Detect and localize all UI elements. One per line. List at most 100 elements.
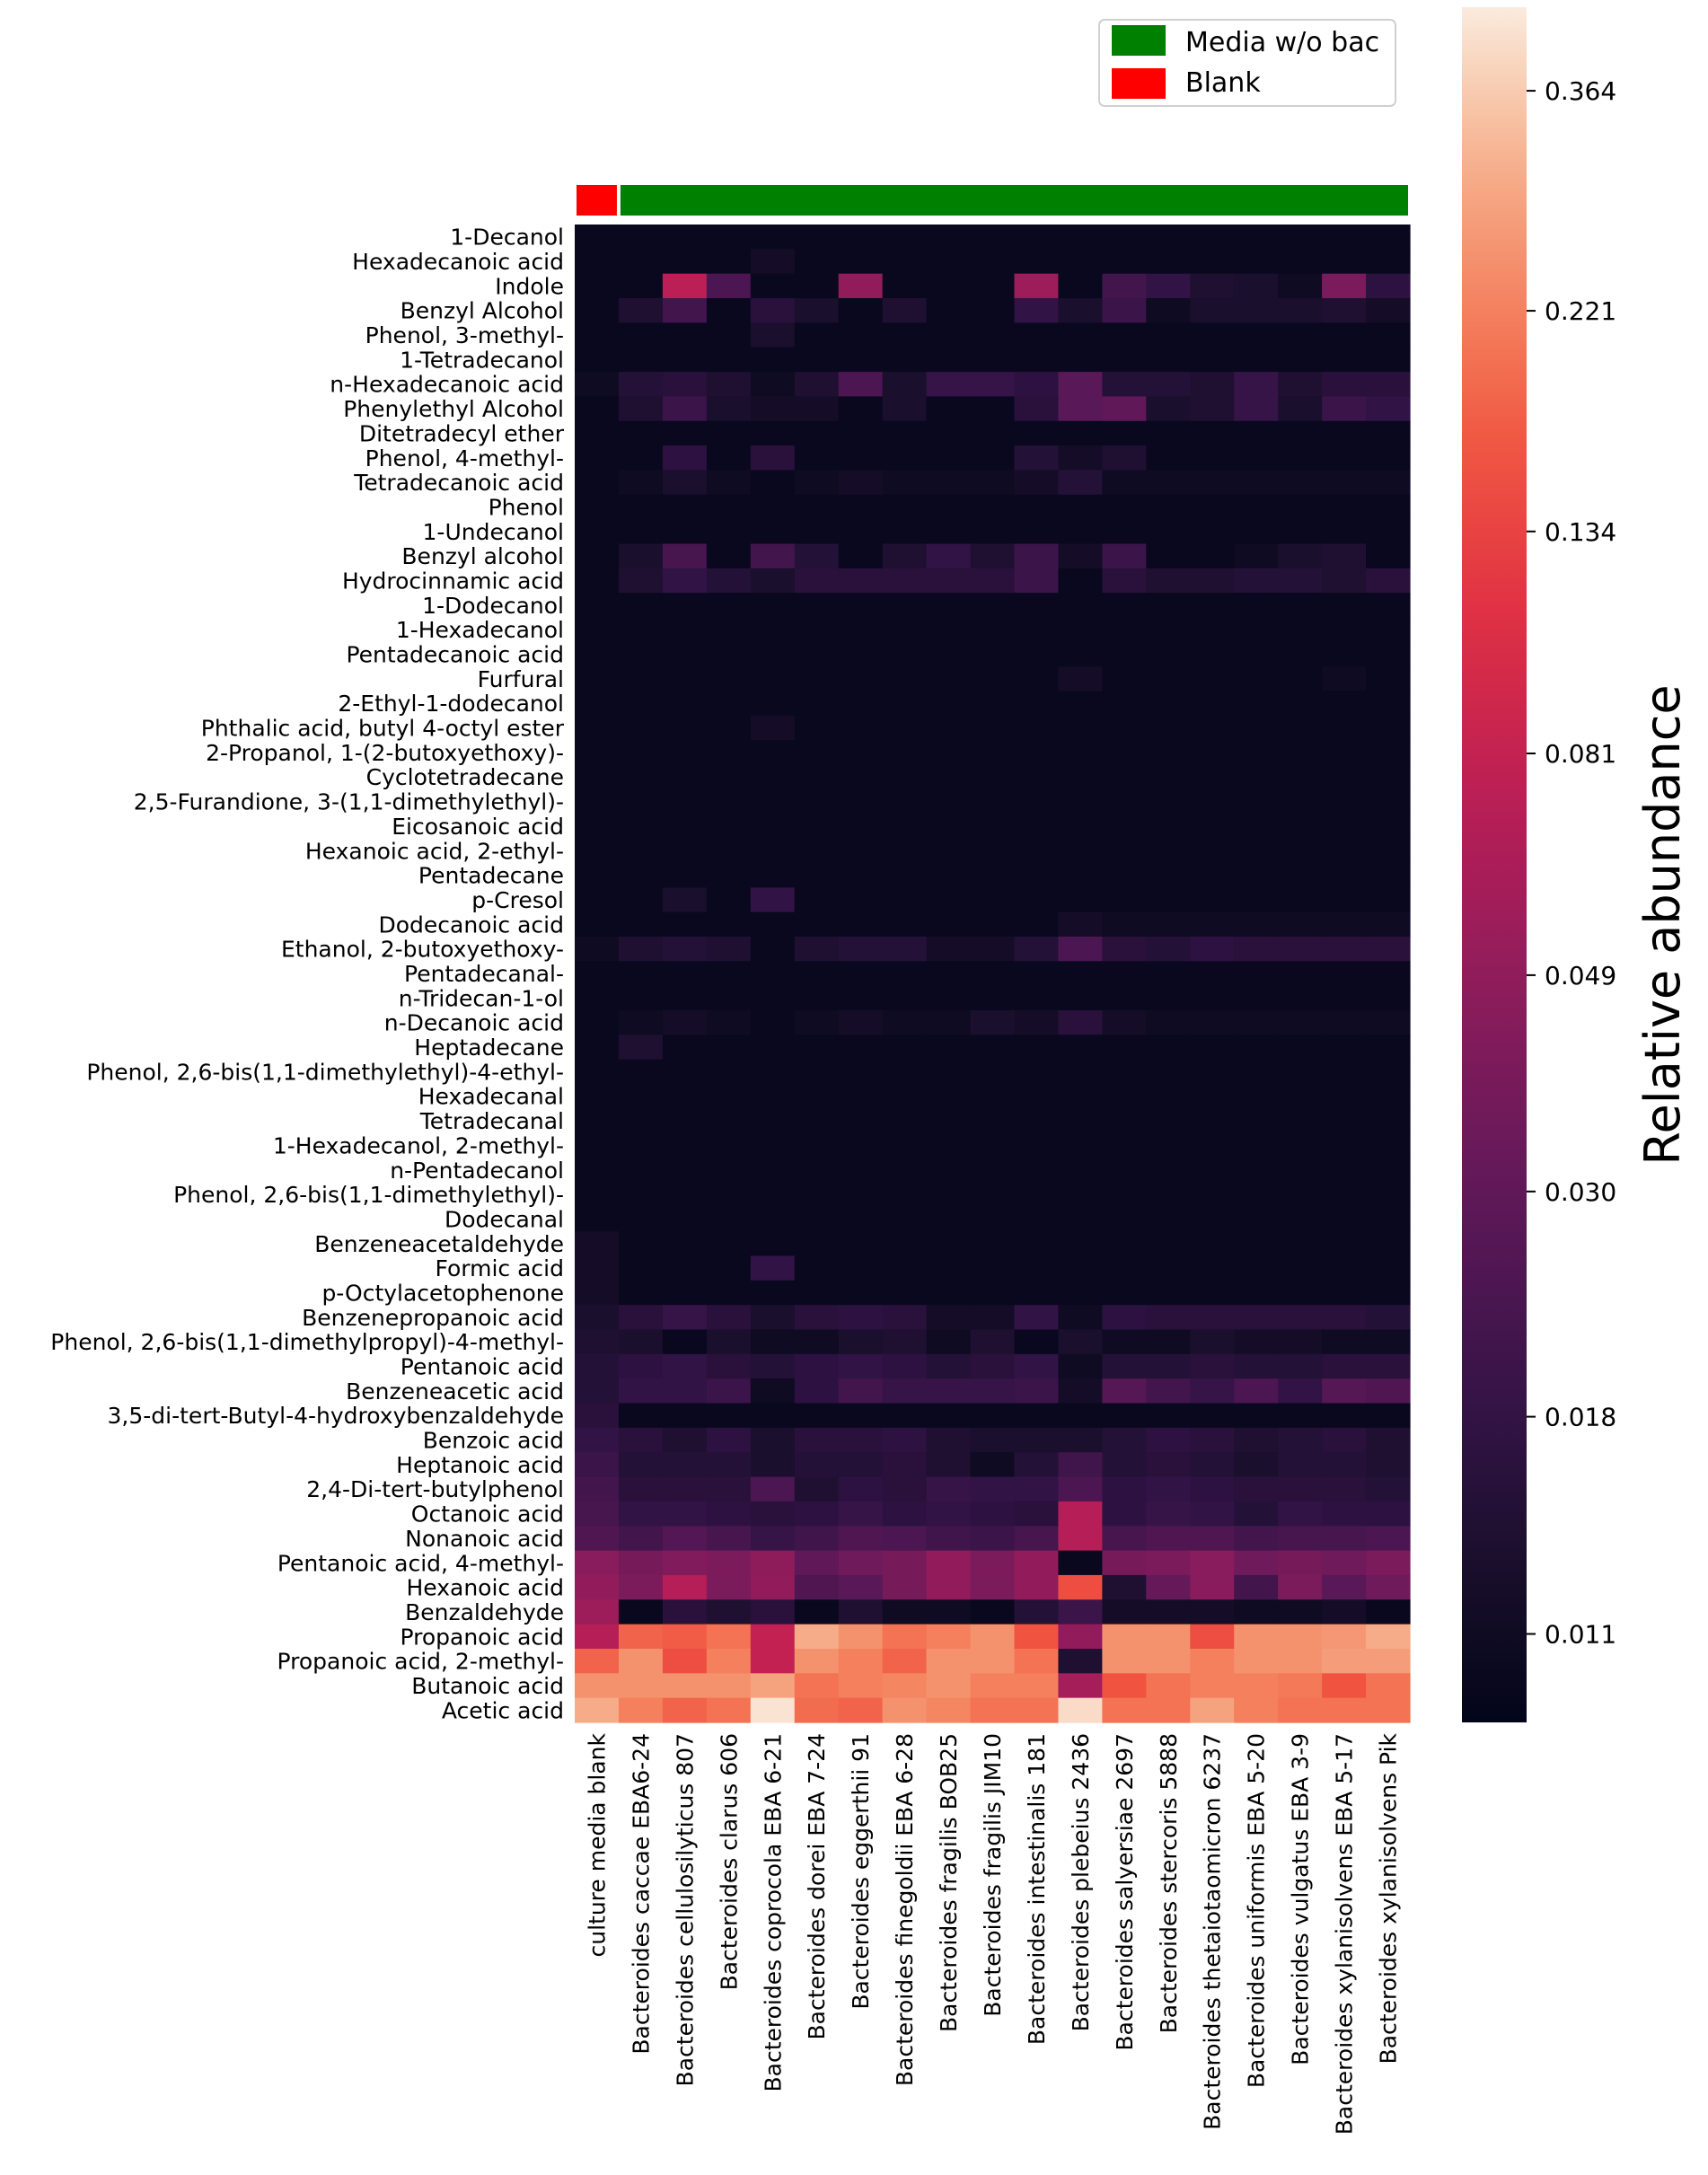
heatmap-cell bbox=[618, 617, 664, 643]
heatmap-cell bbox=[662, 1231, 708, 1257]
heatmap-cell bbox=[1234, 470, 1279, 496]
row-label: Pentadecane bbox=[418, 863, 564, 889]
heatmap-cell bbox=[1366, 1305, 1411, 1331]
heatmap-cell bbox=[1014, 1010, 1060, 1035]
heatmap-cell bbox=[662, 1206, 708, 1232]
heatmap-cell bbox=[926, 1353, 972, 1379]
heatmap-cell bbox=[1014, 617, 1060, 643]
heatmap-cell bbox=[706, 396, 752, 422]
heatmap-cell bbox=[750, 936, 796, 962]
column-label: Bacteroides xylanisolvens EBA 5-17 bbox=[1332, 1733, 1358, 2135]
heatmap-cell bbox=[1278, 225, 1323, 250]
heatmap-cell bbox=[1058, 1501, 1103, 1527]
heatmap-cell bbox=[1058, 543, 1103, 569]
heatmap-cell bbox=[1234, 273, 1279, 299]
heatmap-cell bbox=[1058, 1550, 1103, 1576]
heatmap-cell bbox=[662, 494, 708, 520]
heatmap-cell bbox=[1102, 1280, 1147, 1306]
heatmap-cell bbox=[1058, 1403, 1103, 1429]
heatmap-cell bbox=[1146, 347, 1191, 373]
heatmap-cell bbox=[1366, 1231, 1411, 1257]
heatmap-cell bbox=[1322, 1280, 1367, 1306]
heatmap-cell bbox=[1102, 911, 1147, 938]
heatmap-cell bbox=[1190, 1182, 1235, 1208]
column-label: Bacteroides eggerthii 91 bbox=[848, 1733, 874, 2010]
heatmap-cell bbox=[662, 225, 708, 250]
heatmap-cell bbox=[882, 273, 928, 299]
heatmap-cell bbox=[794, 740, 840, 766]
heatmap-cell bbox=[1322, 396, 1367, 422]
heatmap-cell bbox=[882, 1231, 928, 1257]
row-label: Furfural bbox=[478, 666, 564, 692]
heatmap-cell bbox=[1278, 814, 1323, 840]
colorbar-tick-label: 0.364 bbox=[1545, 76, 1616, 106]
heatmap-cell bbox=[618, 1648, 664, 1674]
row-label: Benzaldehyde bbox=[405, 1599, 564, 1625]
heatmap-cell bbox=[1146, 1059, 1191, 1085]
row-label: Propanoic acid bbox=[400, 1624, 564, 1650]
row-label: Pentadecanoic acid bbox=[346, 642, 564, 668]
heatmap-cell bbox=[970, 1452, 1016, 1478]
heatmap-cell bbox=[1366, 911, 1411, 938]
heatmap-cell bbox=[794, 1697, 840, 1723]
heatmap-cell bbox=[970, 1158, 1016, 1184]
heatmap-cell bbox=[1234, 1084, 1279, 1109]
heatmap-cell bbox=[706, 1427, 752, 1453]
heatmap-cell bbox=[1366, 691, 1411, 717]
heatmap-cell bbox=[882, 936, 928, 962]
heatmap-cell bbox=[838, 249, 884, 275]
heatmap-cell bbox=[1278, 1182, 1323, 1208]
heatmap-cell bbox=[838, 1501, 884, 1527]
heatmap-cell bbox=[970, 788, 1016, 815]
heatmap-cell bbox=[575, 691, 620, 717]
heatmap-cell bbox=[1278, 1599, 1323, 1625]
heatmap-cell bbox=[838, 1010, 884, 1035]
heatmap-cell bbox=[618, 1305, 664, 1331]
heatmap-cell bbox=[618, 1206, 664, 1232]
heatmap-cell bbox=[1014, 838, 1060, 864]
heatmap-cell bbox=[1234, 1108, 1279, 1134]
heatmap-cell bbox=[1190, 396, 1235, 422]
heatmap-cell bbox=[838, 1550, 884, 1576]
row-label: 1-Decanol bbox=[450, 225, 564, 251]
heatmap-cell bbox=[618, 420, 664, 446]
heatmap-cell bbox=[1190, 961, 1235, 987]
row-label: p-Cresol bbox=[471, 887, 564, 913]
heatmap-cell bbox=[794, 420, 840, 446]
heatmap-cell bbox=[1146, 985, 1191, 1011]
heatmap-cell bbox=[882, 1599, 928, 1625]
heatmap-cell bbox=[1058, 764, 1103, 790]
heatmap-cell bbox=[1102, 1501, 1147, 1527]
heatmap-cell bbox=[882, 1329, 928, 1355]
heatmap-cell bbox=[618, 396, 664, 422]
row-label: Phenol, 2,6-bis(1,1-dimethylethyl)- bbox=[173, 1182, 564, 1208]
heatmap-cell bbox=[575, 1108, 620, 1134]
heatmap-cell bbox=[970, 1427, 1016, 1453]
heatmap-cell bbox=[662, 470, 708, 496]
heatmap-cell bbox=[1278, 1501, 1323, 1527]
heatmap-cell bbox=[1322, 1084, 1367, 1109]
heatmap-cell bbox=[706, 1599, 752, 1625]
heatmap-cell bbox=[1102, 1329, 1147, 1355]
heatmap-cell bbox=[970, 1182, 1016, 1208]
heatmap-cell bbox=[838, 396, 884, 422]
heatmap-cell bbox=[750, 1550, 796, 1576]
heatmap-cell bbox=[1234, 1427, 1279, 1453]
heatmap-cell bbox=[706, 1648, 752, 1674]
heatmap-cell bbox=[1014, 1648, 1060, 1674]
legend: Media w/o bac Blank bbox=[1098, 19, 1396, 107]
heatmap-cell bbox=[1278, 1158, 1323, 1184]
heatmap-cell bbox=[1058, 470, 1103, 496]
heatmap-cell bbox=[1278, 494, 1323, 520]
heatmap-cell bbox=[662, 1648, 708, 1674]
heatmap-cell bbox=[750, 691, 796, 717]
heatmap-cell bbox=[662, 911, 708, 938]
heatmap-cell bbox=[618, 1329, 664, 1355]
heatmap-cell bbox=[1234, 494, 1279, 520]
heatmap-cell bbox=[575, 1378, 620, 1405]
heatmap-cell bbox=[750, 1526, 796, 1552]
heatmap-cell bbox=[706, 1059, 752, 1085]
heatmap-cell bbox=[926, 445, 972, 471]
heatmap-cell bbox=[1278, 420, 1323, 446]
heatmap-cell bbox=[575, 814, 620, 840]
